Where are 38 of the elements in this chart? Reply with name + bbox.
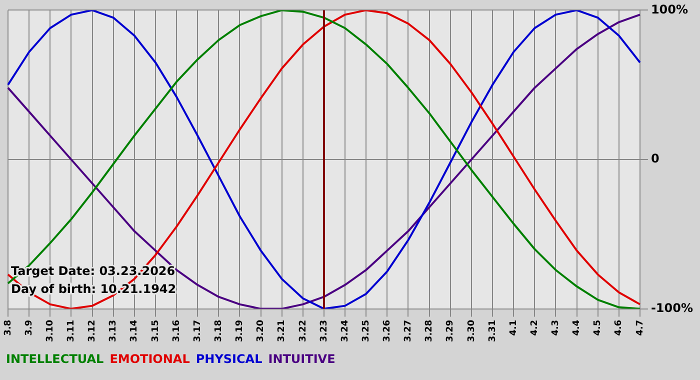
y-tick-label: 100% — [650, 2, 688, 16]
x-tick-label: 3.25 — [361, 320, 372, 342]
x-tick-label: 4.2 — [530, 320, 540, 336]
x-tick-label: 3.17 — [192, 320, 203, 342]
x-tick-label: 3.24 — [340, 320, 350, 342]
x-tick-label: 4.3 — [551, 320, 562, 336]
x-tick-label: 3.14 — [130, 320, 140, 342]
x-tick-label: 3.26 — [382, 320, 393, 342]
x-tick-label: 4.1 — [508, 320, 519, 336]
x-tick-label: 3.15 — [150, 320, 161, 342]
x-tick-label: 3.31 — [488, 320, 498, 342]
x-tick-label: 3.11 — [66, 320, 77, 342]
x-tick-label: 3.21 — [277, 320, 288, 342]
x-tick-label: 3.29 — [446, 320, 456, 342]
x-tick-label: 3.28 — [424, 320, 435, 342]
text: INTELLECTUAL — [6, 352, 104, 366]
x-tick-label: 4.5 — [593, 320, 604, 336]
x-tick-label: 3.13 — [108, 320, 119, 342]
x-tick-label: 3.20 — [256, 320, 266, 342]
text: INTUITIVE — [268, 352, 336, 366]
y-tick-label: 0 — [650, 152, 660, 166]
x-tick-label: 3.27 — [404, 320, 414, 342]
x-tick-label: 3.9 — [24, 320, 34, 336]
x-tick-label: 3.30 — [466, 320, 477, 342]
x-tick-label: 3.23 — [319, 320, 330, 342]
y-tick-label: -100% — [650, 300, 694, 315]
x-tick-label: 4.4 — [572, 320, 582, 336]
x-tick-label: 4.7 — [635, 320, 646, 336]
x-tick-label: 3.10 — [45, 320, 56, 342]
x-tick-label: 3.18 — [214, 320, 224, 342]
x-tick-label: 3.22 — [298, 320, 308, 342]
x-tick-label: 4.6 — [614, 320, 624, 336]
x-tick-label: 3.8 — [3, 320, 14, 336]
x-tick-label: 3.16 — [172, 320, 182, 342]
text: PHYSICAL — [196, 352, 262, 366]
x-tick-label: 3.19 — [235, 320, 246, 342]
text: EMOTIONAL — [110, 352, 190, 366]
x-tick-label: 3.12 — [88, 320, 98, 342]
